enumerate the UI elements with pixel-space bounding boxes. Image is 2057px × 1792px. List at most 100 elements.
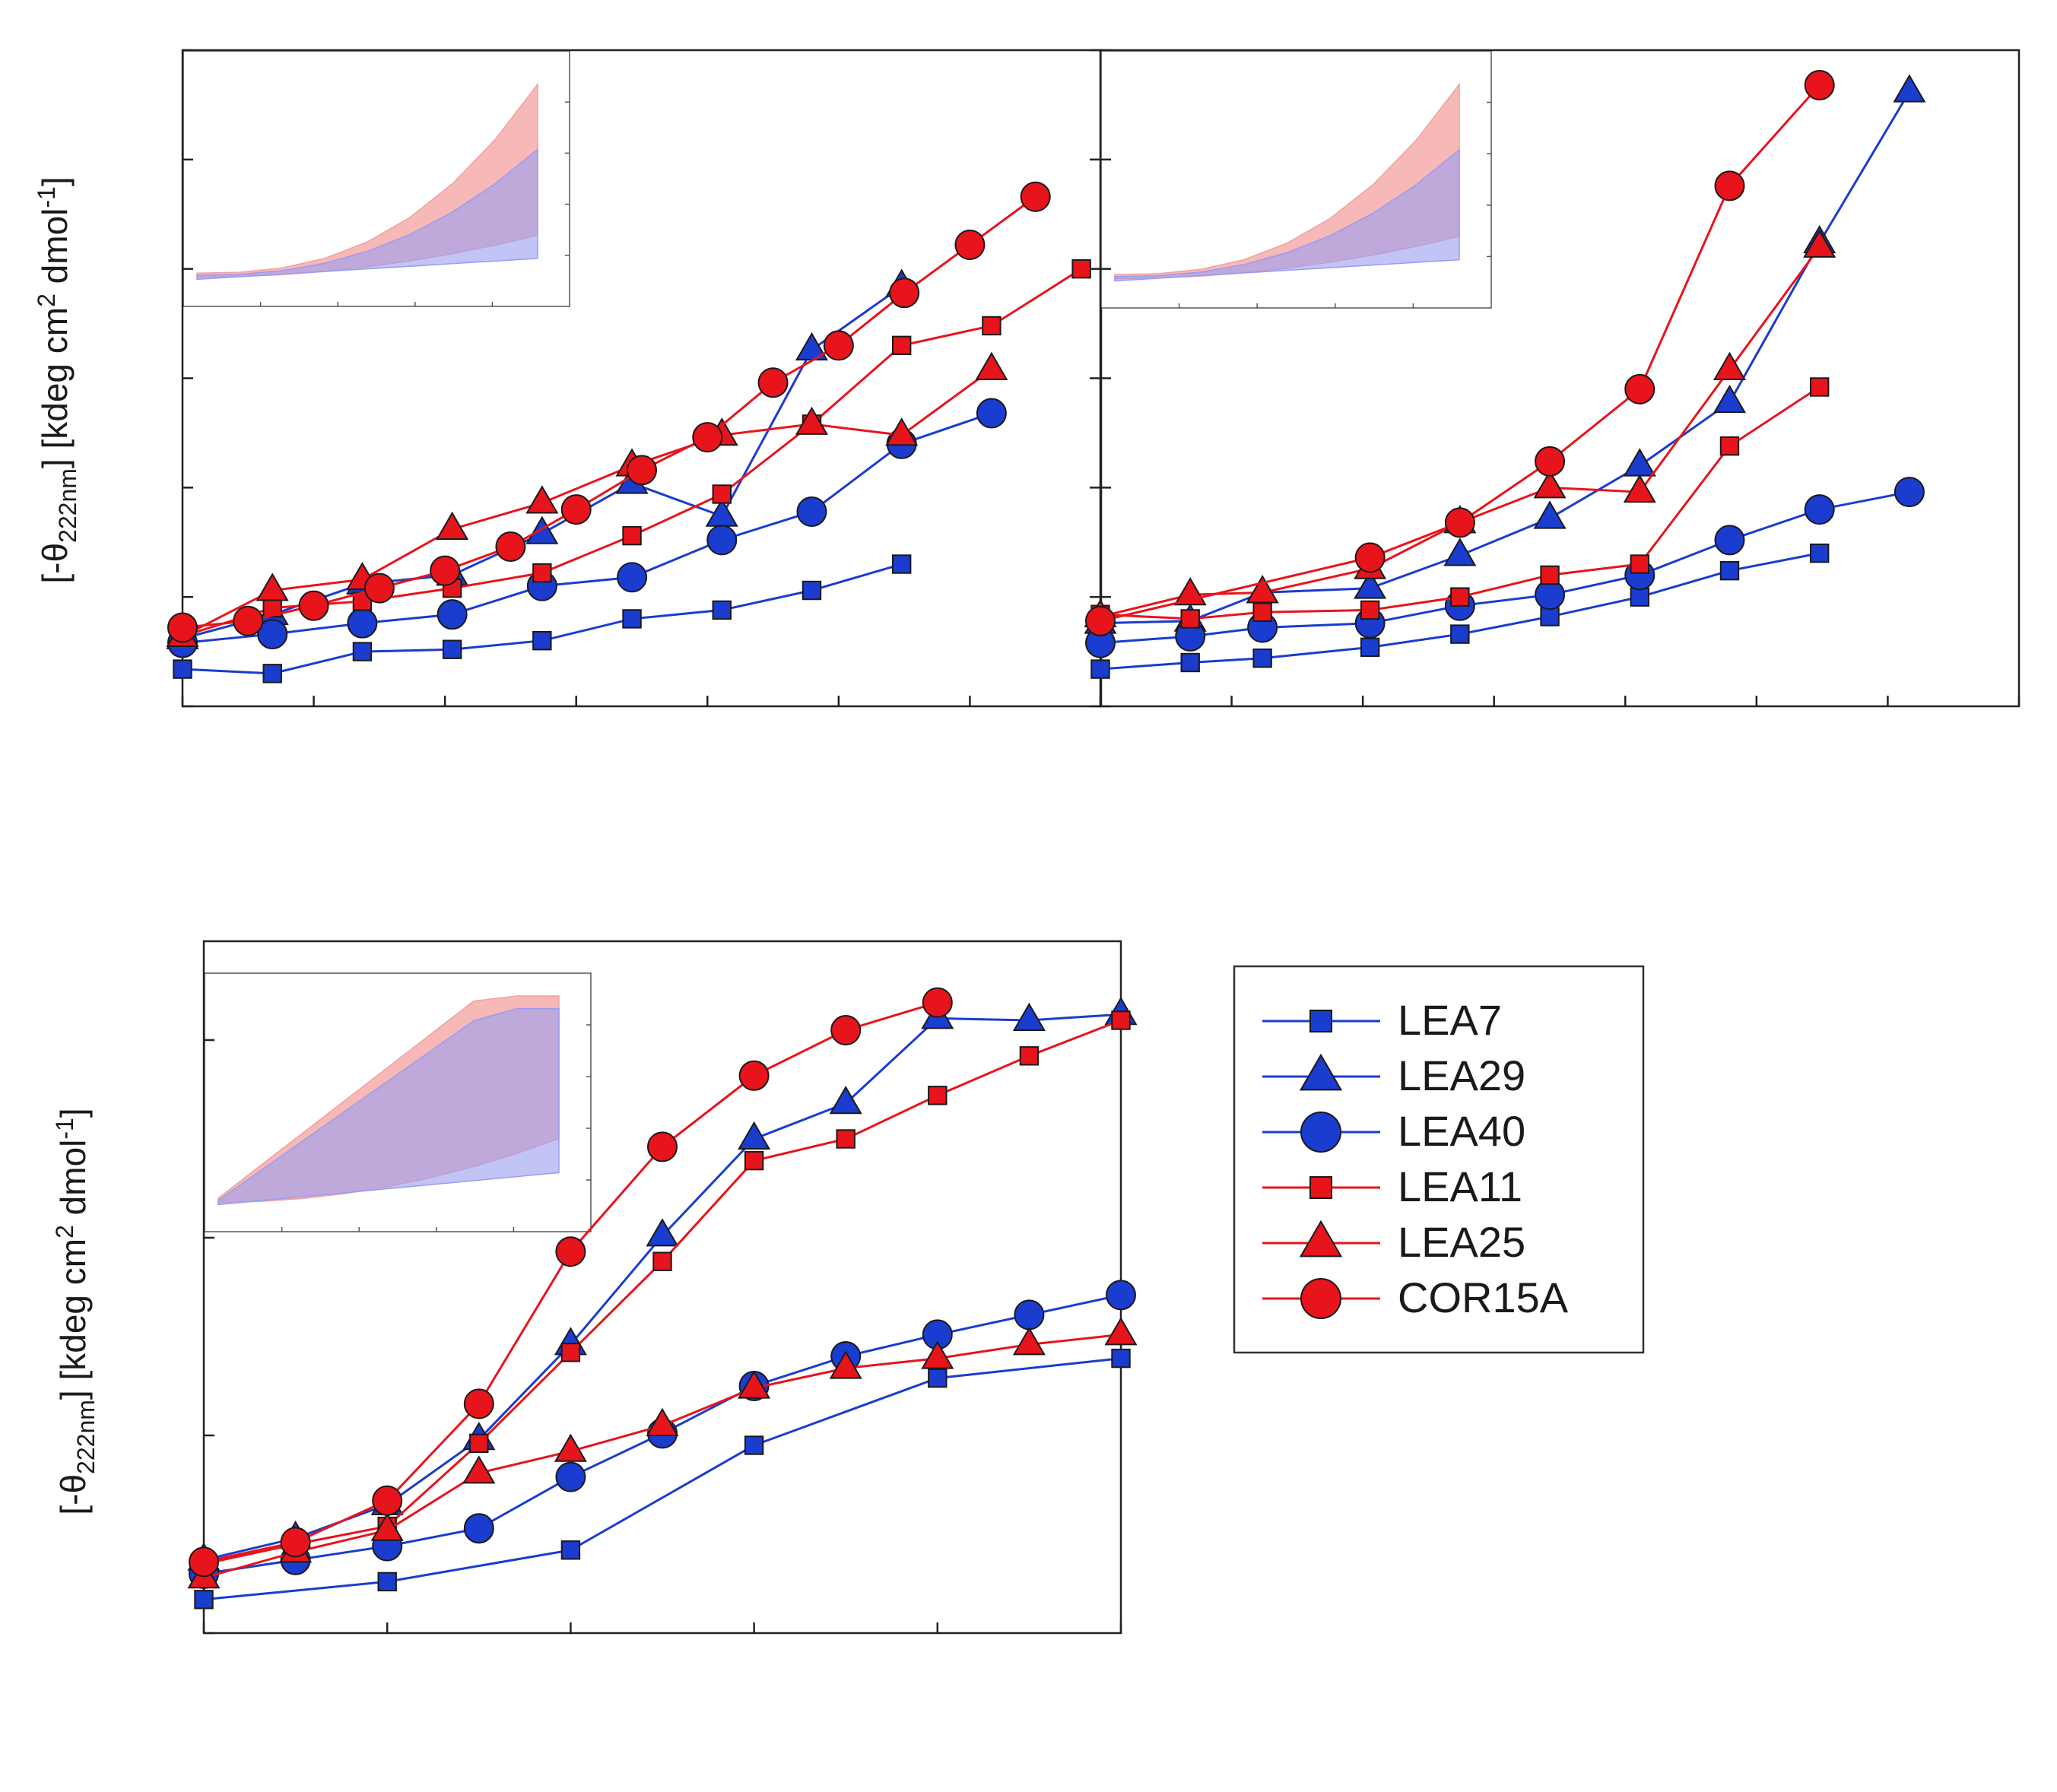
data-point-lea7 bbox=[194, 1590, 214, 1610]
legend-label-lea29: LEA29 bbox=[1398, 1051, 1525, 1099]
data-point-lea11 bbox=[712, 484, 732, 504]
data-point-lea7 bbox=[712, 600, 732, 620]
legend-marker-lea11 bbox=[1309, 1175, 1333, 1200]
data-point-lea11 bbox=[1071, 258, 1091, 279]
data-point-lea29 bbox=[646, 1218, 679, 1247]
data-point-lea7 bbox=[1630, 587, 1649, 607]
data-point-lea11 bbox=[928, 1086, 948, 1105]
series-line-lea40 bbox=[182, 412, 992, 645]
data-point-lea7 bbox=[1090, 659, 1110, 679]
data-point-cor15a bbox=[1085, 605, 1116, 636]
inset-c bbox=[204, 972, 592, 1232]
data-point-lea29 bbox=[1354, 570, 1387, 599]
data-point-lea40 bbox=[1714, 525, 1745, 556]
data-point-lea25 bbox=[1104, 1317, 1138, 1346]
inset-band-blue bbox=[217, 1008, 560, 1206]
data-point-lea29 bbox=[829, 1086, 862, 1115]
y-axis-title: [-θ222nm] [kdeg cm2 dmol-1] bbox=[51, 1108, 100, 1514]
data-point-cor15a bbox=[823, 330, 854, 361]
legend-label-lea40: LEA40 bbox=[1398, 1107, 1525, 1155]
data-point-lea7 bbox=[1540, 607, 1560, 626]
data-point-cor15a bbox=[363, 572, 395, 604]
data-point-lea25 bbox=[921, 1340, 954, 1369]
data-point-lea7 bbox=[1809, 543, 1830, 563]
data-point-lea7 bbox=[891, 554, 912, 574]
data-point-cor15a bbox=[830, 1015, 862, 1045]
inset-band-blue bbox=[196, 147, 538, 281]
legend-label-lea7: LEA7 bbox=[1398, 996, 1502, 1044]
data-point-cor15a bbox=[922, 987, 953, 1018]
data-point-lea11 bbox=[891, 335, 912, 356]
data-point-lea11 bbox=[1111, 1010, 1131, 1030]
legend-marker-lea29 bbox=[1299, 1053, 1343, 1091]
data-point-lea7 bbox=[377, 1572, 397, 1592]
data-point-lea25 bbox=[885, 417, 919, 446]
data-point-lea11 bbox=[1360, 600, 1380, 620]
data-point-lea7 bbox=[173, 659, 192, 679]
data-point-cor15a bbox=[555, 1236, 586, 1267]
data-point-lea29 bbox=[1713, 384, 1747, 414]
data-point-cor15a bbox=[889, 278, 920, 309]
data-point-cor15a bbox=[1714, 170, 1745, 201]
legend-box bbox=[1233, 965, 1645, 1354]
data-point-lea25 bbox=[436, 511, 469, 540]
data-point-lea29 bbox=[1893, 74, 1926, 103]
data-point-cor15a bbox=[1535, 446, 1566, 477]
data-point-cor15a bbox=[954, 230, 986, 261]
data-point-cor15a bbox=[233, 605, 264, 636]
series-line-lea40 bbox=[1100, 490, 1910, 645]
data-point-lea11 bbox=[1252, 602, 1272, 623]
data-point-lea11 bbox=[982, 316, 1002, 336]
data-point-lea29 bbox=[1443, 538, 1477, 566]
data-point-lea25 bbox=[1246, 575, 1279, 604]
data-point-lea40 bbox=[1894, 477, 1925, 508]
data-point-cor15a bbox=[463, 1388, 494, 1419]
data-point-lea40 bbox=[1804, 494, 1835, 525]
data-point-lea11 bbox=[622, 525, 642, 546]
data-point-lea40 bbox=[1106, 1280, 1136, 1311]
data-point-lea7 bbox=[1360, 637, 1380, 658]
data-point-cor15a bbox=[692, 422, 723, 453]
data-point-lea40 bbox=[976, 398, 1007, 429]
legend-marker-lea25 bbox=[1299, 1220, 1343, 1258]
data-point-cor15a bbox=[1020, 181, 1051, 212]
legend-symbols bbox=[1262, 1009, 1380, 1319]
data-point-lea7 bbox=[560, 1540, 581, 1560]
data-point-lea25 bbox=[554, 1433, 587, 1462]
data-point-cor15a bbox=[1354, 542, 1386, 573]
data-point-lea7 bbox=[928, 1368, 948, 1388]
data-point-lea40 bbox=[347, 607, 378, 639]
data-point-lea11 bbox=[744, 1150, 764, 1171]
data-point-lea25 bbox=[1533, 470, 1567, 499]
data-point-lea7 bbox=[442, 639, 462, 659]
series-line-lea25 bbox=[182, 368, 992, 638]
data-point-lea7 bbox=[802, 580, 822, 601]
panel-a: [-θ222nm] [kdeg cm2 dmol-1] bbox=[33, 49, 1103, 708]
inset-b bbox=[1100, 50, 1492, 309]
data-point-lea29 bbox=[738, 1121, 771, 1150]
series-line-lea7 bbox=[203, 1357, 1122, 1601]
data-point-cor15a bbox=[738, 1060, 770, 1091]
legend-marker-lea7 bbox=[1309, 1009, 1333, 1033]
legend-label-cor15a: COR15A bbox=[1398, 1273, 1569, 1321]
data-point-lea7 bbox=[1111, 1348, 1131, 1369]
data-point-cor15a bbox=[167, 612, 198, 643]
data-point-lea11 bbox=[1630, 554, 1649, 574]
data-point-lea11 bbox=[1540, 565, 1560, 585]
data-point-lea11 bbox=[560, 1343, 581, 1362]
data-point-cor15a bbox=[627, 455, 657, 486]
data-point-lea7 bbox=[532, 631, 552, 651]
data-point-lea25 bbox=[829, 1350, 862, 1379]
data-point-lea11 bbox=[532, 563, 552, 583]
data-point-lea11 bbox=[1719, 436, 1740, 456]
data-point-lea25 bbox=[1803, 229, 1836, 258]
data-point-lea11 bbox=[652, 1251, 672, 1271]
data-point-lea40 bbox=[463, 1513, 494, 1544]
data-point-cor15a bbox=[189, 1546, 219, 1578]
data-point-lea40 bbox=[1014, 1299, 1045, 1331]
data-point-lea40 bbox=[257, 619, 288, 650]
inset-a bbox=[183, 50, 570, 307]
data-point-lea25 bbox=[738, 1370, 771, 1399]
chart-panels: [-θ222nm] [kdeg cm2 dmol-1] [-θ222nm] [kd… bbox=[33, 49, 2020, 1635]
legend-label-lea11: LEA11 bbox=[1398, 1162, 1522, 1210]
